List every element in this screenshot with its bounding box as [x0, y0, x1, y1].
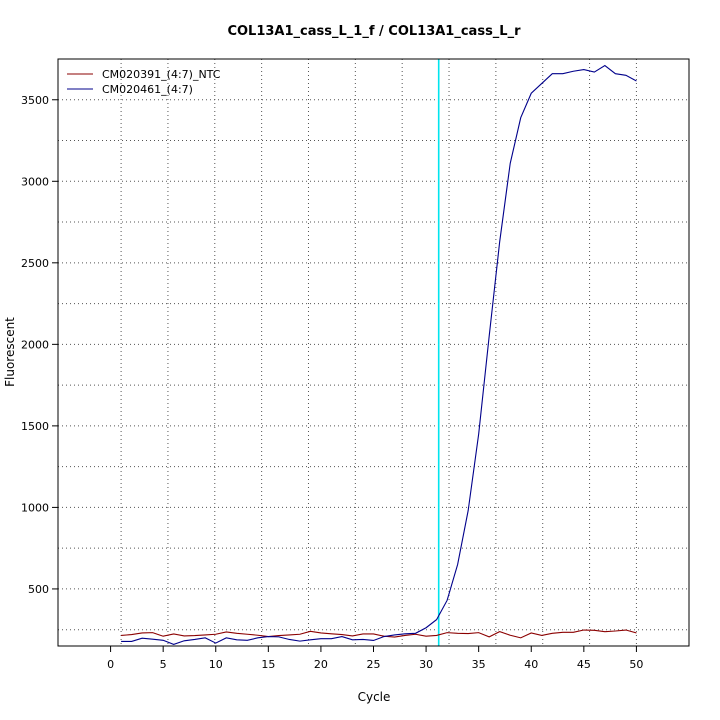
y-tick-label: 2000 [21, 338, 49, 351]
series-line-1 [121, 629, 637, 639]
x-tick-label: 40 [524, 658, 538, 671]
plot-frame [57, 58, 690, 647]
chart-title: COL13A1_cass_L_1_f / COL13A1_cass_L_r [227, 24, 521, 39]
series-line-2 [121, 64, 637, 645]
x-tick-label: 0 [107, 658, 114, 671]
y-axis-label: Fluorescent [3, 317, 17, 387]
x-tick-label: 50 [629, 658, 643, 671]
y-tick-label: 500 [28, 583, 49, 596]
y-tick-label: 3500 [21, 94, 49, 107]
x-tick-label: 30 [419, 658, 433, 671]
x-tick-label: 5 [160, 658, 167, 671]
y-tick-label: 3000 [21, 175, 49, 188]
legend-label-1: CM020391_(4:7)_NTC [102, 68, 221, 81]
x-tick-label: 10 [209, 658, 223, 671]
y-tick-label: 2500 [21, 257, 49, 270]
legend-label-2: CM020461_(4:7) [102, 83, 193, 96]
y-tick-label: 1500 [21, 420, 49, 433]
y-tick-label: 1000 [21, 501, 49, 514]
x-tick-label: 45 [577, 658, 591, 671]
x-axis-label: Cycle [358, 690, 391, 704]
legend: CM020391_(4:7)_NTC CM020461_(4:7) [67, 68, 221, 96]
x-tick-label: 35 [472, 658, 486, 671]
x-tick-label: 25 [367, 658, 381, 671]
x-tick-label: 20 [314, 658, 328, 671]
x-tick-label: 15 [261, 658, 275, 671]
